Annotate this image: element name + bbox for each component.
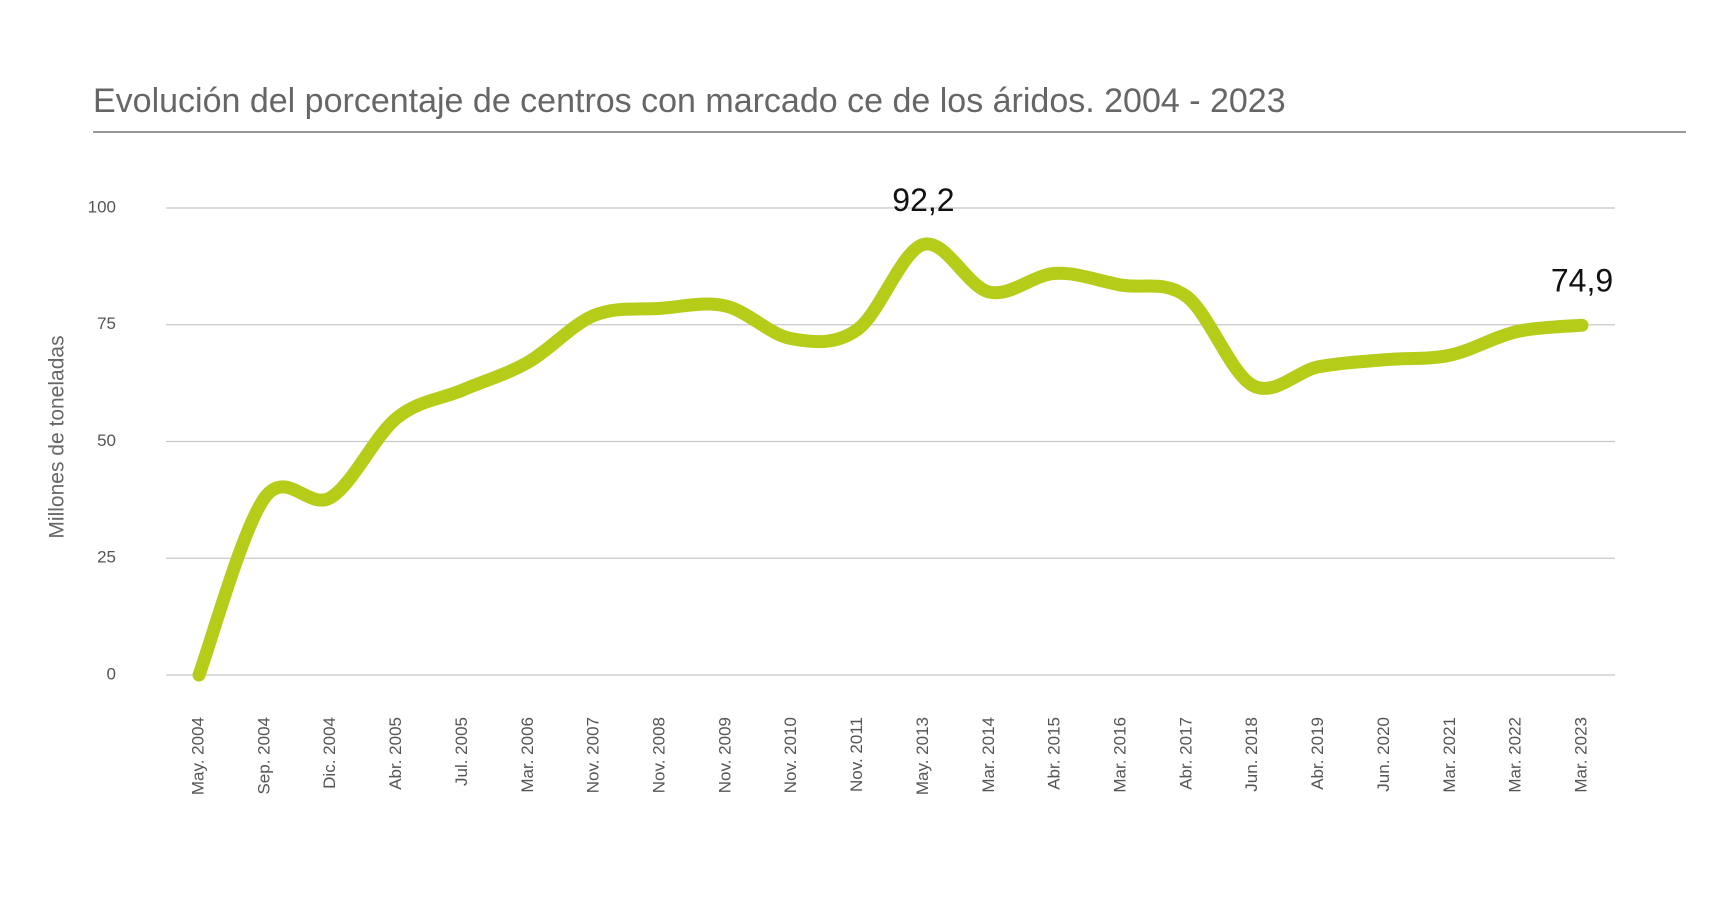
data-line xyxy=(192,237,1589,682)
x-tick-label: Mar. 2016 xyxy=(1110,717,1129,793)
x-tick-label: Jul. 2005 xyxy=(452,717,471,786)
y-tick-label: 100 xyxy=(88,197,116,216)
x-tick-label: Nov. 2010 xyxy=(781,717,800,793)
x-tick-label: Mar. 2006 xyxy=(518,717,537,793)
y-tick-label: 75 xyxy=(97,314,116,333)
x-tick-label: Jun. 2018 xyxy=(1242,717,1261,792)
x-tick-label: Nov. 2009 xyxy=(715,717,734,793)
chart-title: Evolución del porcentaje de centros con … xyxy=(93,82,1286,120)
x-tick-label: Abr. 2019 xyxy=(1308,717,1327,790)
x-tick-label: Dic. 2004 xyxy=(320,717,339,789)
x-tick-label: Nov. 2011 xyxy=(847,717,866,792)
x-tick-label: May. 2004 xyxy=(188,717,207,795)
y-tick-label: 25 xyxy=(97,548,116,567)
x-tick-label: May. 2013 xyxy=(913,717,932,795)
x-tick-label: Nov. 2007 xyxy=(584,717,603,793)
x-tick-label: Mar. 2014 xyxy=(979,717,998,793)
data-label: 92,2 xyxy=(892,182,954,218)
x-tick-label: Mar. 2023 xyxy=(1571,717,1590,793)
y-tick-label: 50 xyxy=(97,431,116,450)
x-tick-label: Abr. 2015 xyxy=(1045,717,1064,790)
x-tick-label: Mar. 2021 xyxy=(1440,717,1459,793)
x-tick-label: Abr. 2017 xyxy=(1176,717,1195,790)
x-tick-label: Sep. 2004 xyxy=(254,717,273,795)
x-tick-label: Jun. 2020 xyxy=(1374,717,1393,792)
x-tick-label: Abr. 2005 xyxy=(386,717,405,790)
x-tick-label: Mar. 2022 xyxy=(1506,717,1525,793)
y-axis-title: Millones de toneladas xyxy=(46,335,69,538)
x-tick-label: Nov. 2008 xyxy=(649,717,668,793)
y-tick-label: 0 xyxy=(107,664,116,683)
data-label: 74,9 xyxy=(1551,263,1613,299)
